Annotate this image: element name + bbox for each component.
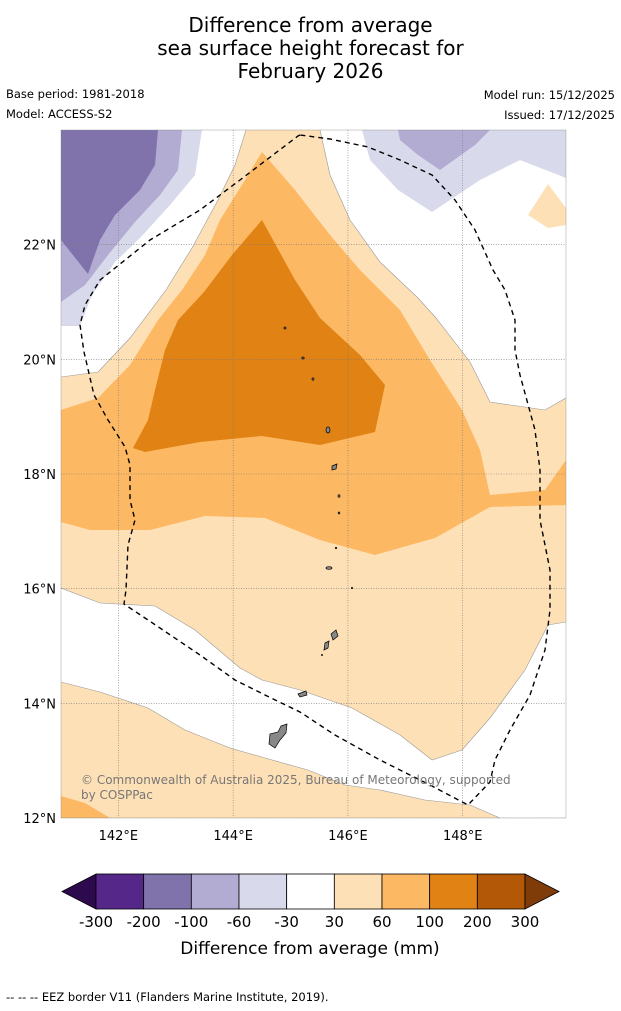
contour-pos-100 — [133, 220, 385, 452]
colorbar-segment — [238, 873, 288, 910]
lon-tick-label: 148°E — [443, 829, 483, 844]
colorbar-tick-label: -300 — [79, 913, 113, 931]
island — [283, 326, 287, 330]
contour-lines — [61, 130, 566, 818]
credit-line-1: © Commonwealth of Australia 2025, Bureau… — [81, 773, 511, 787]
colorbar: -300 -200 -100 -60 -30 30 60 100 200 300 — [61, 873, 560, 931]
colorbar-segment — [476, 873, 526, 910]
colorbar-segment — [333, 873, 383, 910]
islands — [268, 326, 353, 749]
contour-pos-30-sw — [61, 682, 500, 818]
colorbar-segment — [286, 873, 335, 910]
colorbar-segment — [190, 873, 240, 910]
island — [331, 463, 338, 471]
colorbar-tick-label: -200 — [127, 913, 161, 931]
colorbar-tick-label: 200 — [463, 913, 492, 931]
colorbar-segment — [143, 873, 192, 910]
lat-tick-label: 18°N — [23, 468, 56, 483]
colorbar-tick-label: 100 — [415, 913, 444, 931]
island — [311, 377, 315, 381]
chart-title: Difference from average sea surface heig… — [0, 14, 621, 83]
colorbar-extend-low — [61, 873, 97, 910]
eez-border — [79, 134, 551, 806]
lon-tick-label: 142°E — [99, 829, 139, 844]
title-line-1: Difference from average — [188, 13, 433, 37]
credit-line-2: by COSPPac — [81, 788, 153, 802]
island — [351, 586, 353, 590]
island — [337, 494, 341, 498]
contour-field — [61, 130, 566, 818]
colorbar-segment — [95, 873, 145, 910]
contour-pos-30-se-pocket — [528, 184, 566, 228]
longitude-labels: 142°E 144°E 146°E 148°E — [99, 829, 483, 844]
colorbar-tick-label: -30 — [274, 913, 299, 931]
latitude-labels: 22°N 20°N 18°N 16°N 14°N 12°N — [23, 239, 56, 827]
colorbar-segment — [381, 873, 431, 910]
contour-pos-60-sw — [61, 796, 110, 818]
island — [337, 511, 341, 515]
contour-neg-100 — [61, 130, 158, 274]
colorbar-tick-label: 30 — [325, 913, 344, 931]
island — [297, 690, 308, 698]
model-name: Model: ACCESS-S2 — [6, 107, 113, 121]
base-period: Base period: 1981-2018 — [6, 87, 145, 101]
colorbar-tick-label: 300 — [511, 913, 540, 931]
lat-tick-label: 16°N — [23, 583, 56, 598]
island — [330, 629, 339, 641]
colorbar-segment — [429, 873, 478, 910]
colorbar-title: Difference from average (mm) — [180, 939, 439, 959]
lon-tick-label: 144°E — [213, 829, 253, 844]
title-line-3: February 2026 — [237, 59, 384, 83]
island — [325, 426, 331, 434]
lat-tick-label: 12°N — [23, 812, 56, 827]
island — [321, 654, 323, 656]
lon-tick-label: 146°E — [328, 829, 368, 844]
footer-note: -- -- -- EEZ border V11 (Flanders Marine… — [6, 990, 329, 1004]
graticule — [61, 130, 566, 818]
lat-tick-label: 22°N — [23, 239, 56, 254]
issued-date: Issued: 17/12/2025 — [504, 108, 615, 122]
lat-tick-label: 20°N — [23, 353, 56, 368]
lat-tick-label: 14°N — [23, 697, 56, 712]
colorbar-tick-label: 60 — [372, 913, 391, 931]
colorbar-extend-high — [524, 873, 560, 910]
title-line-2: sea surface height forecast for — [157, 36, 464, 60]
island — [334, 546, 338, 550]
colorbar-tick-label: -60 — [227, 913, 252, 931]
colorbar-tick-label: -100 — [174, 913, 208, 931]
island — [325, 566, 333, 570]
island — [301, 356, 305, 360]
island-guam — [268, 723, 288, 749]
contour-neg-60-ne — [398, 130, 490, 170]
map-frame — [60, 129, 567, 819]
island — [323, 640, 330, 651]
model-run: Model run: 15/12/2025 — [483, 88, 615, 102]
